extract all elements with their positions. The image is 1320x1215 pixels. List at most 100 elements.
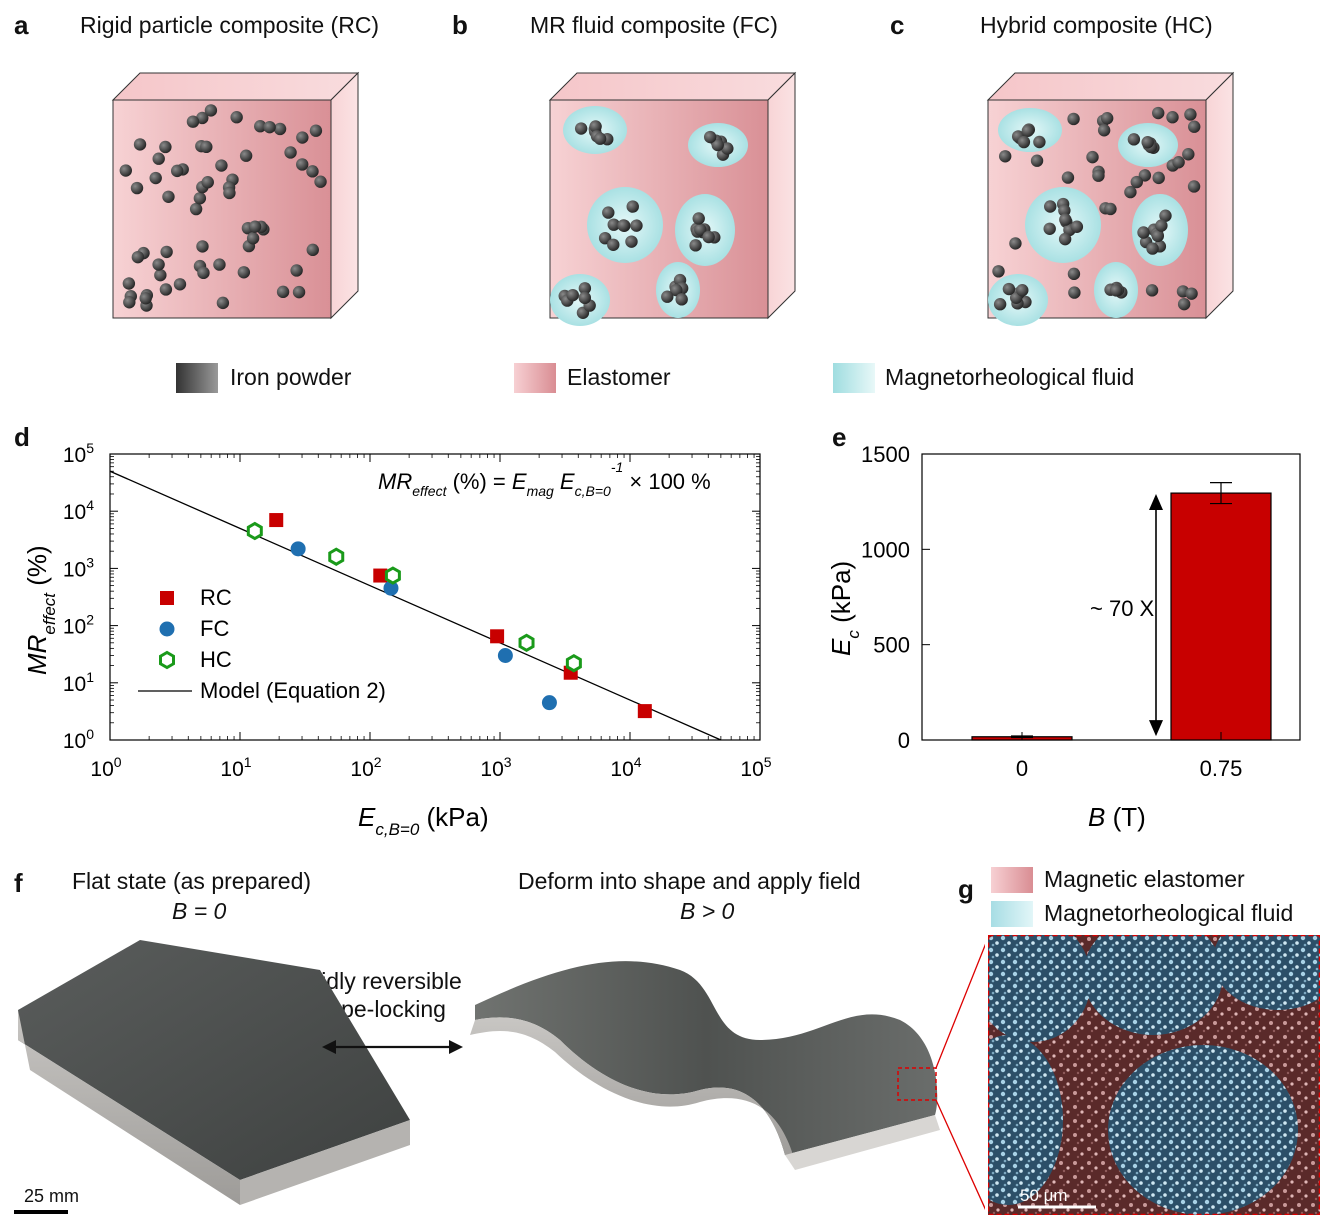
iron-particle [215,159,228,172]
iron-particle [1097,124,1111,137]
iron-particle [149,171,162,185]
iron-particle [162,190,175,203]
iron-particle [1124,185,1137,199]
iron-particle [186,115,200,128]
y-tick-label: 103 [63,554,94,581]
legend-label-mr-fluid: Magnetorheological fluid [885,364,1135,390]
iron-particle [1086,150,1099,164]
panel-label-f: f [14,868,23,898]
iron-particle [1017,135,1031,149]
iron-particle [173,278,187,291]
iron-particle [1030,154,1044,167]
iron-particle [1021,124,1035,137]
iron-particle [1002,282,1016,296]
iron-particle [1166,111,1179,124]
iron-particle [246,232,260,245]
panel-label-b: b [452,10,468,40]
legend-label-model-equation-2-: Model (Equation 2) [200,678,386,703]
iron-particle [154,268,167,282]
iron-particle [1177,297,1191,311]
deformed-sample-photo [470,943,985,1210]
iron-particle [607,218,620,231]
legend-label-fc: FC [200,616,229,641]
data-point-rc [637,704,652,719]
iron-particle [566,288,579,302]
flat-state-field: B = 0 [172,898,227,924]
legend-marker-hc [159,650,175,670]
iron-particle [130,181,144,195]
iron-particle [1127,133,1141,146]
iron-particle [201,176,214,189]
iron-particle [237,266,251,279]
x-tick-label: 0.75 [1200,756,1243,781]
scale-label-g: 50 μm [1020,1186,1068,1205]
iron-particle [1151,229,1165,243]
iron-particle [1067,267,1081,281]
y-tick-label: 500 [873,633,910,658]
iron-particle [1092,169,1105,182]
y-tick-label: 104 [63,497,94,524]
mr-fluid-domain [988,1035,1063,1205]
iron-particle [1016,284,1029,297]
legend-swatch-magnetic-elastomer [991,867,1033,893]
iron-particle [1146,242,1159,255]
data-point-hc [328,547,345,566]
panel-label-e: e [832,422,847,452]
iron-particle [703,130,717,144]
iron-particle [204,104,218,117]
data-point-fc [383,580,399,596]
iron-particle [1137,226,1150,239]
iron-particle [1152,171,1165,185]
iron-particle [239,149,253,162]
sample-photos [14,940,985,1214]
iron-particle [296,131,309,144]
reversible-arrow [322,1040,463,1054]
chart-d: 100 101 102 103 104 105 100 101 102 103 104 105 RC FC… [22,440,772,839]
panel-label-d: d [14,422,30,452]
mr-fluid-domain [988,935,1091,1042]
x-tick-label: 101 [220,754,251,781]
iron-particle [593,132,607,145]
micrograph [988,935,1320,1215]
legend-label-rc: RC [200,585,232,610]
iron-particle [625,235,638,248]
iron-particle [213,258,226,271]
mr-fluid-domain [1083,935,1223,1035]
iron-particle [626,200,639,213]
x-axis-label: B (T) [1088,802,1146,832]
cube-front [112,99,332,319]
iron-particle [119,164,132,177]
iron-particle [197,266,210,280]
iron-particle [617,219,630,232]
iron-particle [1184,108,1197,121]
data-point-hc [518,633,535,653]
legend-swatch-mr-fluid [833,363,875,393]
cube-top [986,72,1235,101]
bar-0.75 [1170,492,1272,741]
iron-particle [139,292,152,305]
panel-label-g: g [958,874,974,904]
iron-particle [1152,106,1165,120]
iron-particle [1043,200,1057,213]
x-tick-label: 102 [350,754,381,781]
iron-particle [1145,284,1159,297]
iron-particle [1068,286,1081,299]
cube-side [767,71,796,320]
legend-marker-rc [160,591,174,605]
schematic-cube-fc [548,71,797,326]
iron-particle [159,283,173,296]
panel-title-b: MR fluid composite (FC) [530,12,778,38]
iron-particle [306,243,319,257]
cube-top [548,72,797,101]
ratio-arrow-head [1149,720,1163,737]
iron-particle [702,230,715,244]
iron-particle [273,122,287,136]
iron-particle [1059,213,1072,226]
data-point-hc [384,566,401,585]
iron-particle [230,110,243,124]
iron-particle [152,258,165,271]
iron-particle [314,175,327,188]
iron-particle [1172,156,1185,169]
iron-particle [296,158,309,171]
iron-particle [133,138,147,151]
